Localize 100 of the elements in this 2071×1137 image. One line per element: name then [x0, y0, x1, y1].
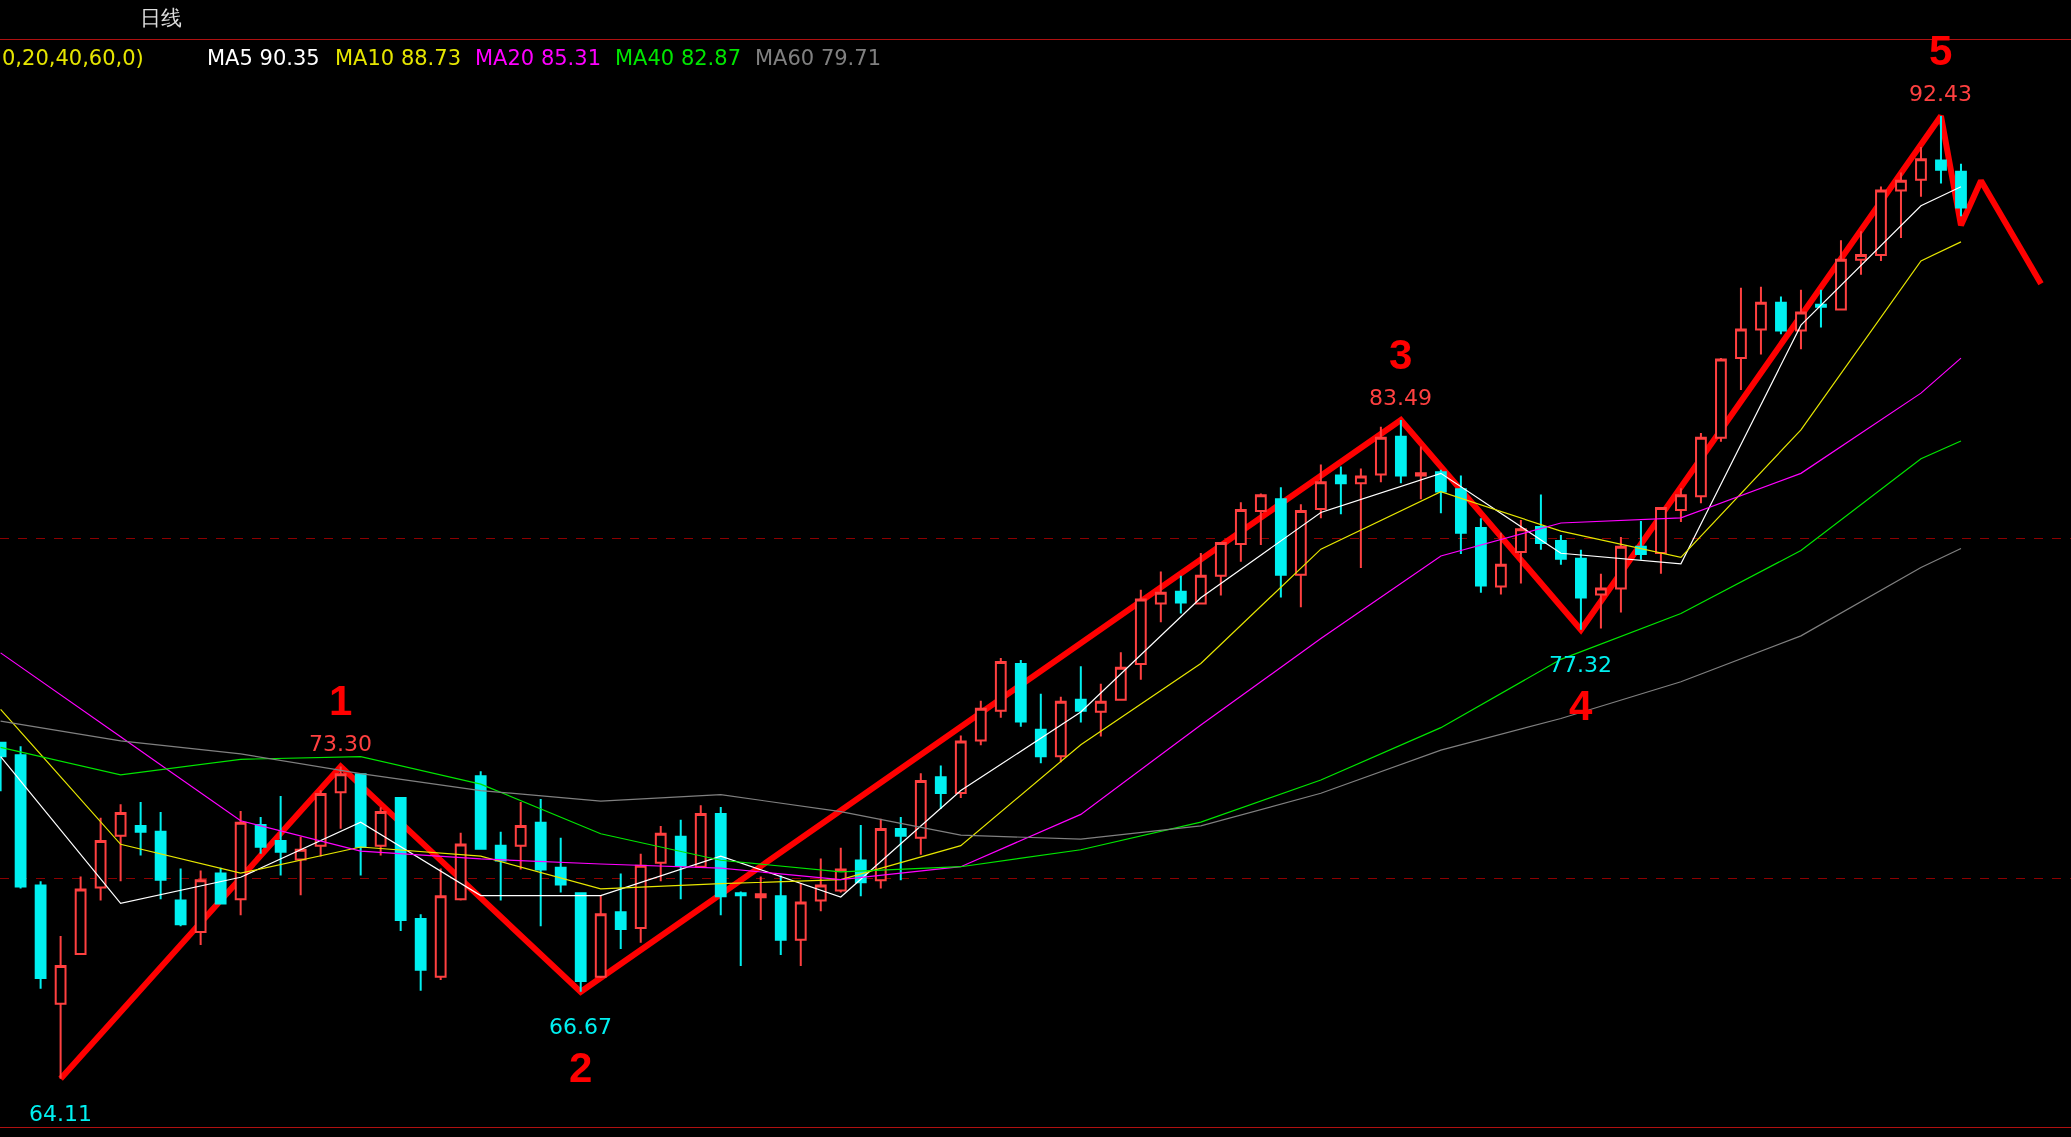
text: MA20 85.31 [475, 46, 601, 70]
candlestick [954, 734, 967, 800]
text: MA5 90.35 [207, 46, 320, 70]
candlestick [1034, 692, 1047, 765]
candlestick [1895, 171, 1907, 240]
candlestick [274, 795, 287, 877]
candlestick [1795, 288, 1807, 351]
candlestick [354, 772, 367, 877]
candlestick [434, 867, 447, 981]
candlestick [1074, 665, 1087, 724]
candlestick [1154, 570, 1167, 624]
candlestick [1755, 285, 1767, 356]
text: 5 [1929, 27, 1953, 74]
data-label: 73.30 [309, 731, 372, 756]
candlestick [1675, 487, 1687, 523]
candlestick [114, 803, 127, 883]
candlestick [714, 805, 727, 917]
candlestick [1054, 695, 1067, 764]
candlestick [1775, 295, 1787, 336]
candlestick [1875, 185, 1887, 262]
candlestick [254, 816, 267, 855]
candlestick [634, 852, 647, 944]
candlestick [194, 869, 207, 946]
text: MA40 82.87 [615, 46, 741, 70]
candlestick [774, 874, 787, 957]
candlestick [1735, 286, 1747, 392]
candlestick [154, 810, 167, 901]
candlestick [1114, 651, 1127, 701]
candlestick [1855, 230, 1867, 276]
candlestick [1454, 474, 1467, 555]
candlestick [914, 772, 927, 856]
candlestick [934, 764, 947, 810]
candlestick [894, 816, 907, 882]
candlestick [1935, 115, 1947, 185]
candlestick [594, 894, 607, 979]
candlestick [134, 801, 147, 857]
candlestick [1234, 501, 1247, 563]
candlestick [1815, 288, 1827, 329]
candlestick [494, 830, 507, 902]
candlestick [1334, 465, 1347, 516]
data-label: 66.67 [549, 1014, 612, 1039]
candlestick [734, 892, 747, 967]
data-label: 64.11 [29, 1101, 92, 1126]
candlestick [974, 699, 987, 747]
candlestick [1354, 467, 1367, 569]
candlestick [1394, 419, 1407, 485]
candlestick [1535, 493, 1547, 551]
candlestick [74, 875, 87, 957]
annotation: 1 [329, 677, 353, 724]
candlestick [14, 745, 27, 890]
candlestick [514, 801, 527, 871]
candlestick [754, 875, 767, 922]
candlestick [1094, 682, 1107, 738]
candlestick [474, 770, 487, 850]
text: 0,20,40,60,0) [2, 46, 144, 70]
candlestick [1254, 492, 1267, 547]
data-label: 92.43 [1909, 81, 1972, 106]
candlestick [454, 831, 467, 902]
candlestick [1915, 146, 1927, 198]
candlestick [554, 836, 567, 894]
candlestick [1194, 551, 1207, 605]
candlestick [414, 913, 427, 992]
candlestick [174, 867, 187, 928]
candlestick [614, 872, 627, 950]
candlestick [1314, 463, 1327, 520]
candlestick [1575, 548, 1587, 631]
candlestick [994, 656, 1007, 719]
candlestick [1374, 425, 1387, 484]
candlestick [1955, 162, 1967, 218]
candlestick [1595, 572, 1607, 630]
candlestick [1494, 531, 1507, 596]
candlestick [1715, 357, 1727, 443]
candlestick [234, 809, 247, 917]
candlestick [214, 866, 227, 906]
annotation: 4 [1569, 682, 1593, 729]
candlestick [1695, 431, 1707, 505]
candlestick [1635, 519, 1647, 561]
candlestick [1014, 659, 1027, 728]
candlestick [1134, 588, 1147, 681]
candlestick [394, 797, 407, 932]
data-label: 77.32 [1549, 652, 1612, 677]
candlestick [34, 880, 47, 990]
candlestick [94, 816, 107, 902]
candlestick [574, 892, 587, 993]
candlestick [1655, 506, 1667, 575]
candlestick [814, 857, 827, 913]
candlestick [834, 846, 847, 894]
candlestick [1214, 541, 1227, 597]
candlestick [1615, 535, 1627, 614]
candlestick [1294, 503, 1307, 609]
text: MA60 79.71 [755, 46, 881, 70]
candlestick [534, 798, 547, 928]
candlestick [654, 824, 667, 883]
candlestick [674, 818, 687, 901]
candlestick [1274, 486, 1287, 599]
candlestick [1835, 239, 1847, 312]
candlestick [294, 835, 307, 897]
text: 日线 [140, 6, 182, 30]
candlestick [54, 935, 67, 1080]
candlestick [1414, 445, 1427, 501]
